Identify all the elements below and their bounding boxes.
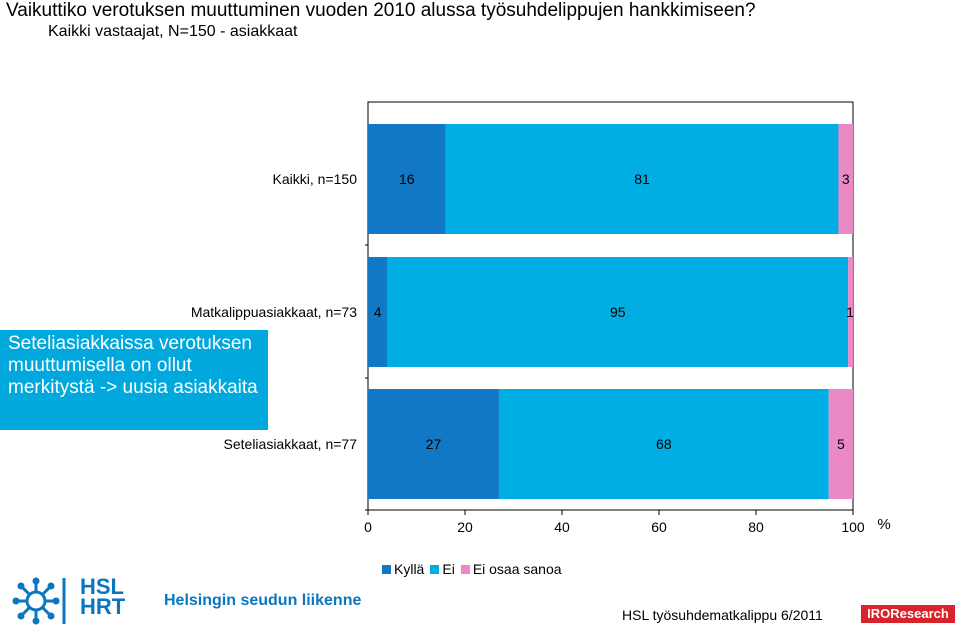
x-tick-label: 20 [457, 519, 473, 535]
legend-label: Ei [442, 561, 455, 577]
chart-title: Vaikuttiko verotuksen muuttuminen vuoden… [6, 0, 756, 21]
category-label: Matkalippuasiakkaat, n=73 [191, 304, 357, 320]
hsl-organisation-name: Helsingin seudun liikenne [164, 592, 362, 609]
x-tick-label: 0 [364, 519, 372, 535]
bar-segment [368, 124, 446, 234]
bar-segment [368, 257, 388, 367]
legend-swatch [382, 565, 391, 574]
legend: Kyllä Ei Ei osaa sanoa [382, 561, 568, 577]
hsl-logo-text: HSL [80, 574, 124, 599]
iro-research-logo: IROResearch [861, 605, 955, 623]
data-label: 3 [842, 171, 850, 187]
legend-item: Ei [430, 561, 455, 577]
data-label: 5 [837, 436, 845, 452]
legend-item: Ei osaa sanoa [460, 561, 562, 577]
category-label: Kaikki, n=150 [273, 171, 358, 187]
bar-segment [848, 257, 853, 367]
source-note: HSL työsuhdematkalippu 6/2011 [622, 607, 823, 623]
chart-subtitle: Kaikki vastaajat, N=150 - asiakkaat [48, 23, 298, 40]
data-label: 16 [399, 171, 415, 187]
data-label: 68 [656, 436, 672, 452]
x-unit-label: % [877, 516, 890, 533]
x-tick-label: 40 [554, 519, 570, 535]
bar-segment [828, 389, 853, 499]
legend-swatch [430, 565, 440, 574]
x-tick-label: 100 [841, 519, 865, 535]
data-label: 4 [374, 304, 382, 320]
hrt-logo-text: HRT [80, 594, 126, 619]
legend-swatch [460, 565, 470, 574]
legend-label: Kyllä [394, 561, 425, 577]
hsl-network-logo [8, 576, 68, 631]
category-label: Seteliasiakkaat, n=77 [224, 436, 358, 452]
legend-item: Kyllä [382, 561, 424, 577]
bar-segment [838, 124, 853, 234]
data-label: 27 [426, 436, 442, 452]
bar-segment [445, 124, 839, 234]
legend-label: Ei osaa sanoa [472, 561, 562, 577]
bar-segment [387, 257, 849, 367]
data-label: 1 [846, 304, 854, 320]
bar-segment [498, 389, 829, 499]
bar-segment [368, 389, 499, 499]
data-label: 81 [634, 171, 650, 187]
data-label: 95 [610, 304, 626, 320]
callout-box: Seteliasiakkaissa verotuksen muuttumisel… [0, 330, 268, 430]
hsl-hrt-wordmark: HSL HRT [80, 574, 126, 619]
x-tick-label: 60 [651, 519, 667, 535]
x-tick-label: 80 [748, 519, 764, 535]
